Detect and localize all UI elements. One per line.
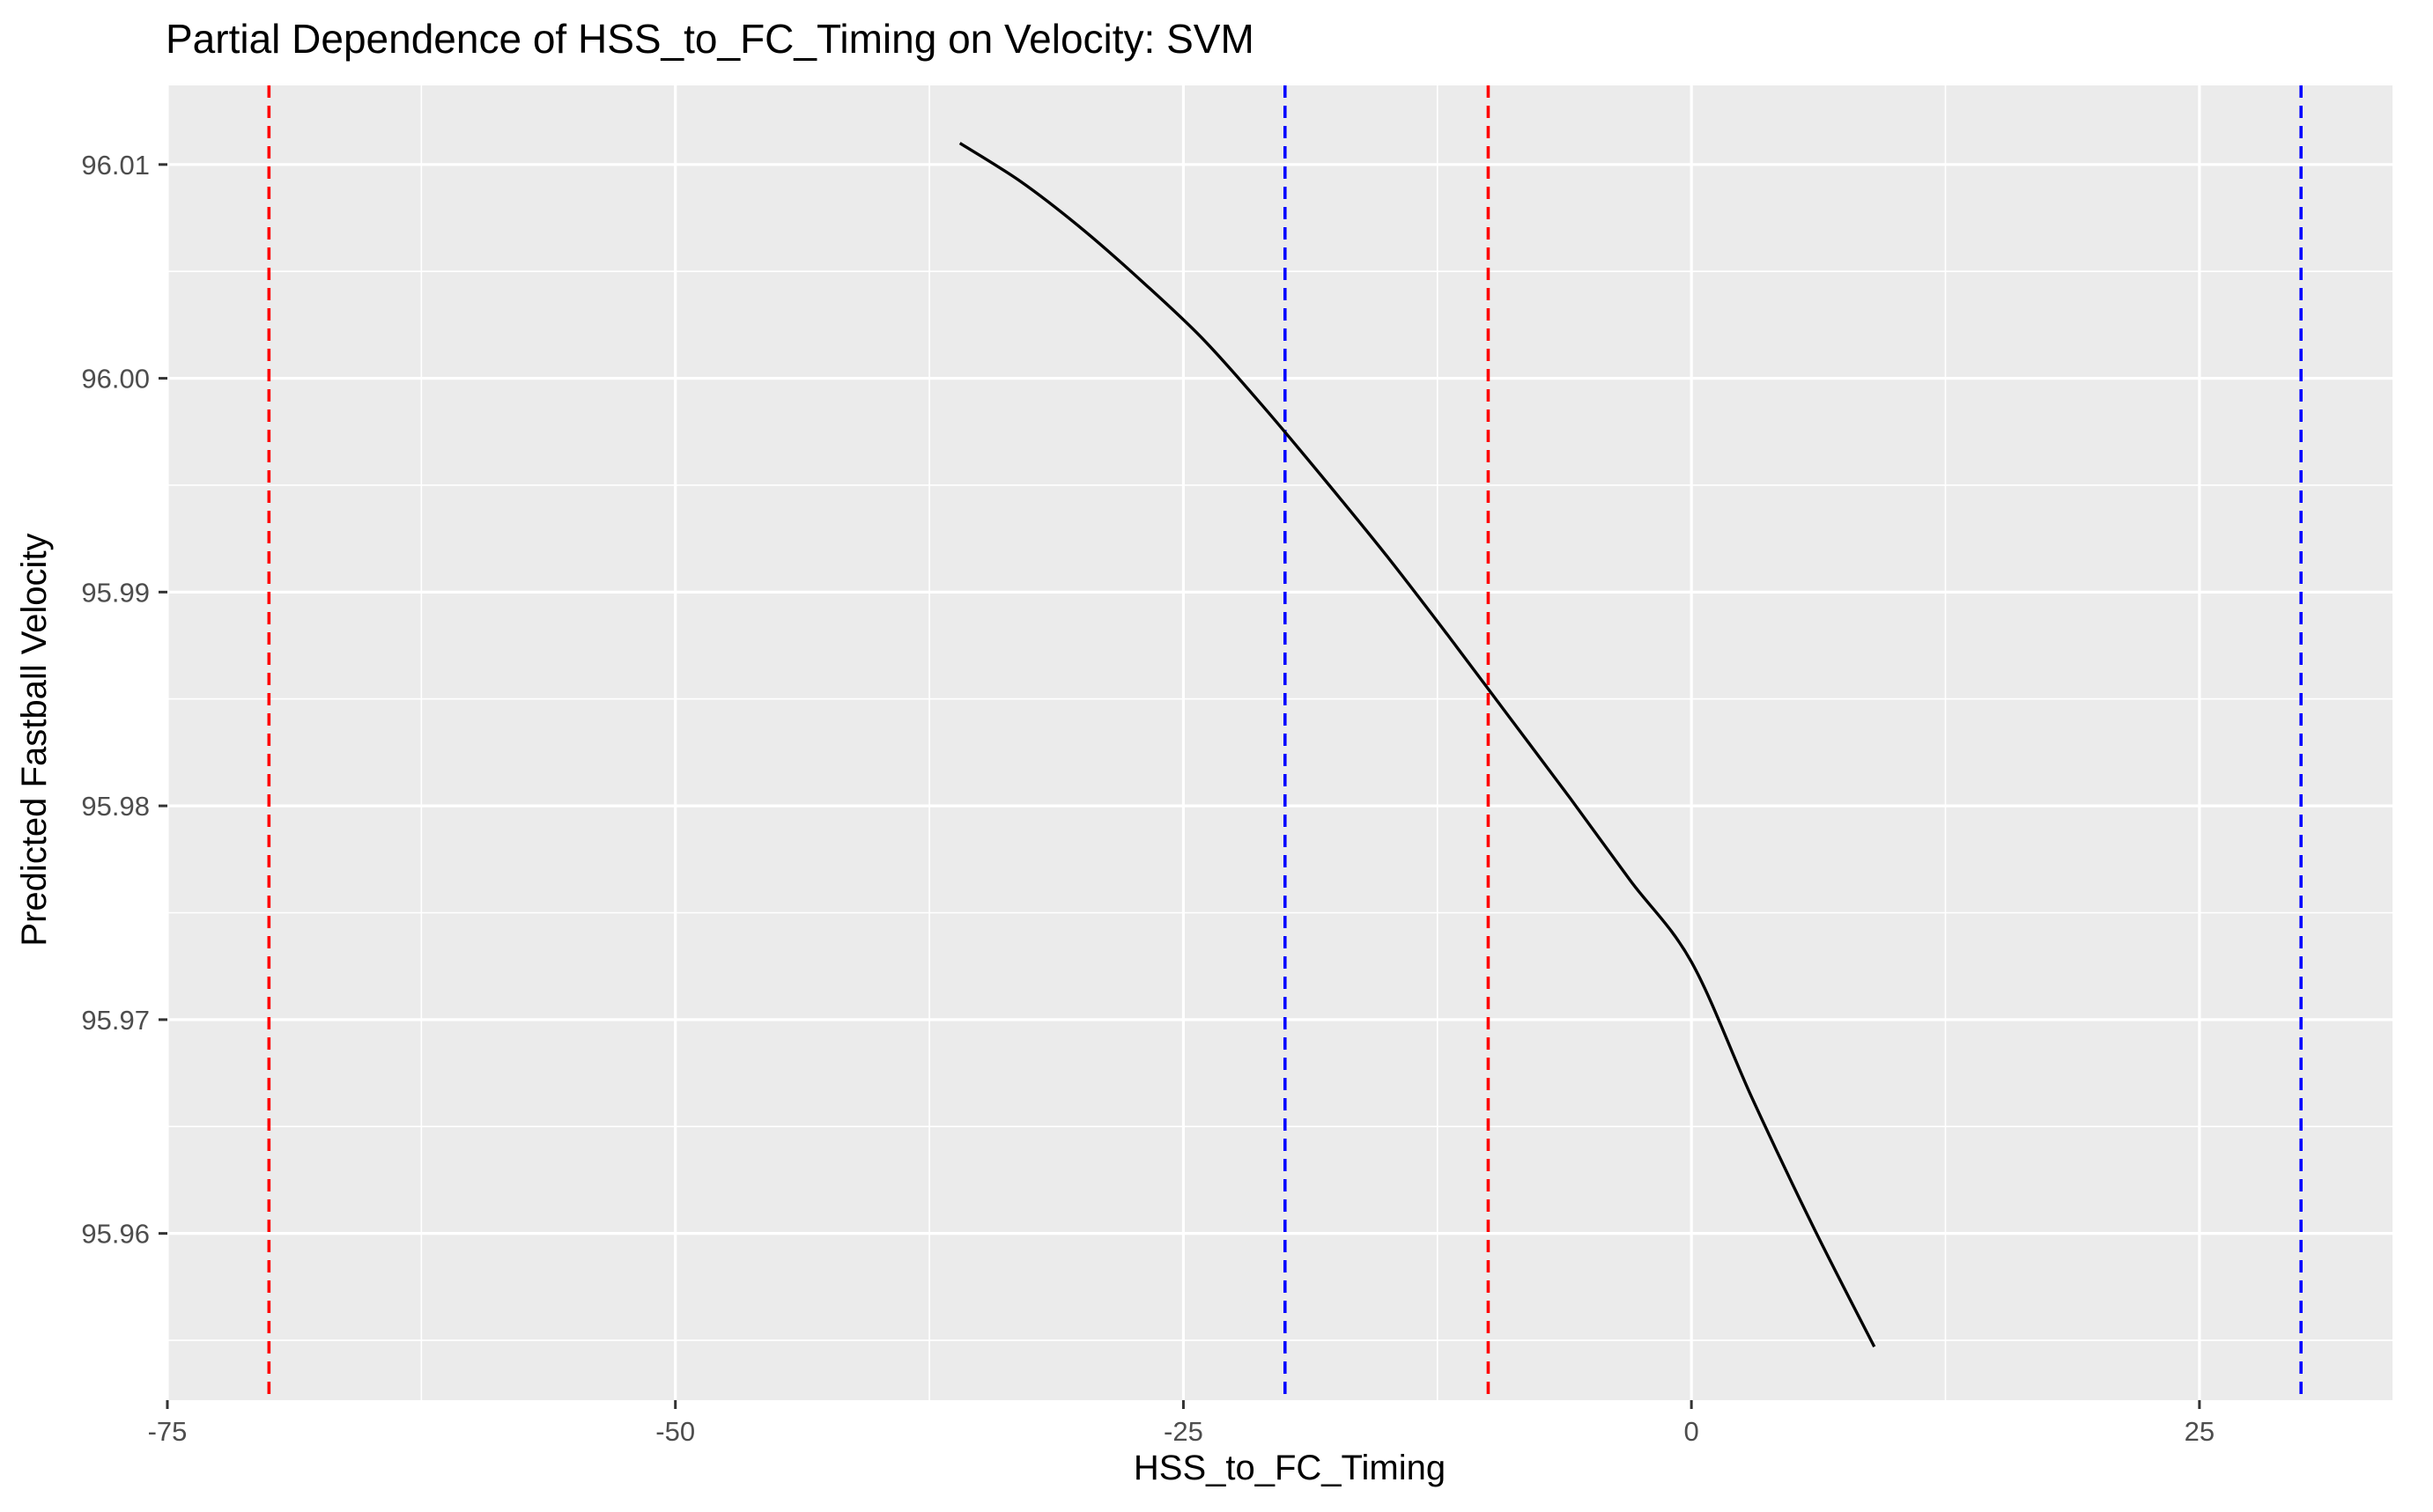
minor-gridlines [167, 85, 2392, 1400]
plot-panel [167, 85, 2392, 1400]
y-tick-label: 95.97 [81, 1005, 150, 1036]
x-tick-label: 25 [2185, 1416, 2215, 1447]
partial-dependence-line [958, 142, 1876, 1348]
major-gridlines [166, 85, 2392, 1400]
series-lines [958, 142, 1876, 1348]
x-axis: -75 -50 -25 0 25 [148, 1400, 2215, 1447]
chart-title: Partial Dependence of HSS_to_FC_Timing o… [166, 16, 1254, 62]
x-tick-label: 0 [1684, 1416, 1699, 1447]
x-tick-label: -25 [1164, 1416, 1203, 1447]
y-tick-label: 96.00 [81, 364, 150, 395]
y-tick-label: 95.96 [81, 1219, 150, 1250]
x-axis-title: HSS_to_FC_Timing [1134, 1449, 1446, 1487]
y-tick-label: 96.01 [81, 150, 150, 181]
y-tick-label: 95.98 [81, 791, 150, 822]
y-axis-title: Predicted Fastball Velocity [15, 533, 54, 946]
x-tick-label: -75 [148, 1416, 188, 1447]
y-axis: 95.96 95.97 95.98 95.99 96.00 96.01 [81, 150, 167, 1250]
reference-lines [267, 85, 2303, 1400]
y-tick-label: 95.99 [81, 577, 150, 608]
x-tick-label: -50 [655, 1416, 695, 1447]
